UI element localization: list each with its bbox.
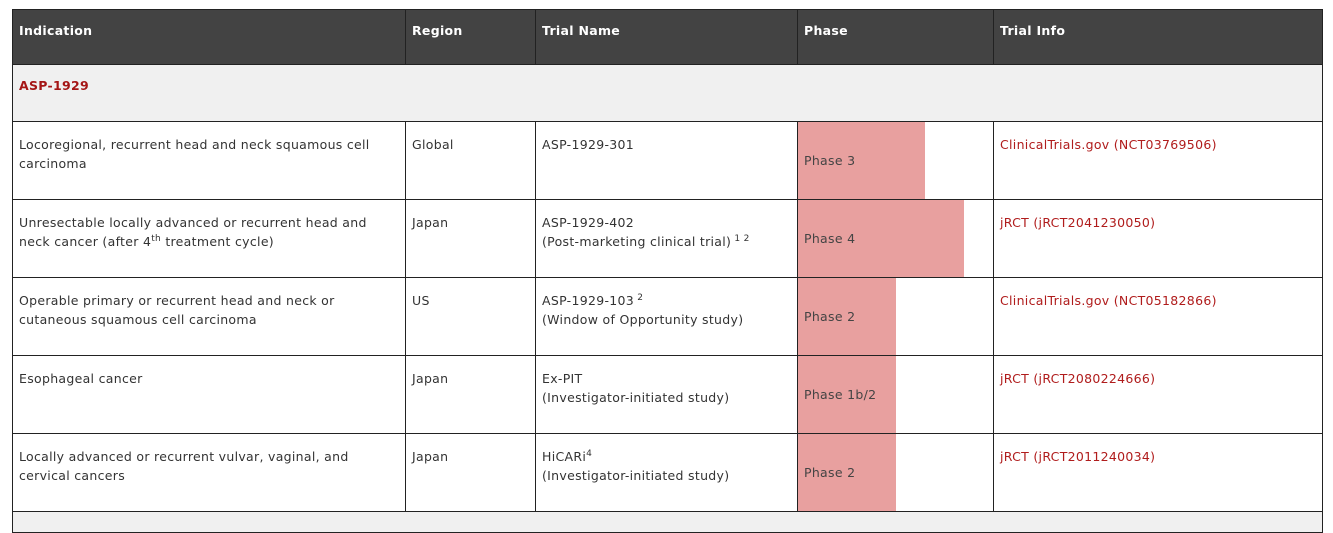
next-group-cell <box>12 511 1323 533</box>
header-trial-name: Trial Name <box>535 9 798 65</box>
table-row: Locoregional, recurrent head and neck sq… <box>12 121 1323 200</box>
table-row: Operable primary or recurrent head and n… <box>12 277 1323 356</box>
region-cell: Global <box>405 121 536 200</box>
trial-info-cell: ClinicalTrials.gov (NCT03769506) <box>993 121 1323 200</box>
phase-progress-bar <box>798 356 896 433</box>
indication-text: Operable primary or recurrent head and n… <box>19 293 335 327</box>
trial-registry-link[interactable]: jRCT (jRCT2080224666) <box>1000 371 1156 386</box>
trial-name: ASP-1929-301 <box>542 137 635 152</box>
phase-cell: Phase 1b/2 <box>797 355 994 434</box>
trial-info-cell: ClinicalTrials.gov (NCT05182866) <box>993 277 1323 356</box>
next-group-row <box>12 511 1323 533</box>
table-row: Unresectable locally advanced or recurre… <box>12 199 1323 278</box>
phase-cell: Phase 2 <box>797 277 994 356</box>
trial-name: Ex-PIT <box>542 371 583 386</box>
header-indication: Indication <box>12 9 406 65</box>
trial-name: ASP-1929-103 <box>542 293 635 308</box>
table-row: Esophageal cancer Japan Ex-PIT (Investiga… <box>12 355 1323 434</box>
trial-info-cell: jRCT (jRCT2080224666) <box>993 355 1323 434</box>
trial-name-cell: Ex-PIT (Investigator-initiated study) <box>535 355 798 434</box>
region-cell: US <box>405 277 536 356</box>
region-cell: Japan <box>405 199 536 278</box>
trial-name-cell: ASP-1929-301 <box>535 121 798 200</box>
phase-progress-bar <box>798 434 896 511</box>
footnote-ref[interactable]: 2 <box>634 292 644 303</box>
trial-registry-link[interactable]: jRCT (jRCT2011240034) <box>1000 449 1156 464</box>
trial-subtitle: (Post-marketing clinical trial) <box>542 234 732 249</box>
trial-name-cell: ASP-1929-402 (Post-marketing clinical tri… <box>535 199 798 278</box>
phase-cell: Phase 3 <box>797 121 994 200</box>
indication-text-tail: treatment cycle) <box>161 234 274 249</box>
header-row: Indication Region Trial Name Phase Trial… <box>12 9 1323 65</box>
indication-cell: Esophageal cancer <box>12 355 406 434</box>
header-phase: Phase <box>797 9 994 65</box>
trial-info-cell: jRCT (jRCT2011240034) <box>993 433 1323 512</box>
indication-text: Locally advanced or recurrent vulvar, va… <box>19 449 349 483</box>
phase-label: Phase 3 <box>804 153 856 168</box>
phase-cell: Phase 4 <box>797 199 994 278</box>
indication-cell: Unresectable locally advanced or recurre… <box>12 199 406 278</box>
trial-name-cell: ASP-1929-103 2 (Window of Opportunity stu… <box>535 277 798 356</box>
region-cell: Japan <box>405 433 536 512</box>
trial-name: HiCARi <box>542 449 587 464</box>
trial-subtitle: (Investigator-initiated study) <box>542 468 730 483</box>
region-cell: Japan <box>405 355 536 434</box>
table-row: Locally advanced or recurrent vulvar, va… <box>12 433 1323 512</box>
group-label: ASP-1929 <box>12 64 1323 122</box>
phase-cell: Phase 2 <box>797 433 994 512</box>
phase-progress-bar <box>798 278 896 355</box>
phase-label: Phase 1b/2 <box>804 387 877 402</box>
trial-subtitle: (Window of Opportunity study) <box>542 312 744 327</box>
trial-name-cell: HiCARi4 (Investigator-initiated study) <box>535 433 798 512</box>
clinical-trials-table: Indication Region Trial Name Phase Trial… <box>12 9 1323 533</box>
footnote-ref[interactable]: 1 2 <box>731 233 750 244</box>
indication-text: Esophageal cancer <box>19 371 143 386</box>
trial-name: ASP-1929-402 <box>542 215 635 230</box>
indication-cell: Operable primary or recurrent head and n… <box>12 277 406 356</box>
phase-progress-bar <box>798 200 964 277</box>
phase-progress-bar <box>798 122 925 199</box>
indication-text: Locoregional, recurrent head and neck sq… <box>19 137 370 171</box>
phase-label: Phase 4 <box>804 231 856 246</box>
trial-registry-link[interactable]: ClinicalTrials.gov (NCT05182866) <box>1000 293 1217 308</box>
phase-label: Phase 2 <box>804 465 856 480</box>
trial-info-cell: jRCT (jRCT2041230050) <box>993 199 1323 278</box>
indication-superscript: th <box>151 233 162 244</box>
header-trial-info: Trial Info <box>993 9 1323 65</box>
trial-registry-link[interactable]: jRCT (jRCT2041230050) <box>1000 215 1156 230</box>
indication-cell: Locoregional, recurrent head and neck sq… <box>12 121 406 200</box>
phase-label: Phase 2 <box>804 309 856 324</box>
footnote-ref[interactable]: 4 <box>586 448 593 459</box>
trial-registry-link[interactable]: ClinicalTrials.gov (NCT03769506) <box>1000 137 1217 152</box>
group-row: ASP-1929 <box>12 64 1323 122</box>
trial-subtitle: (Investigator-initiated study) <box>542 390 730 405</box>
header-region: Region <box>405 9 536 65</box>
indication-text: Unresectable locally advanced or recurre… <box>19 215 367 249</box>
indication-cell: Locally advanced or recurrent vulvar, va… <box>12 433 406 512</box>
